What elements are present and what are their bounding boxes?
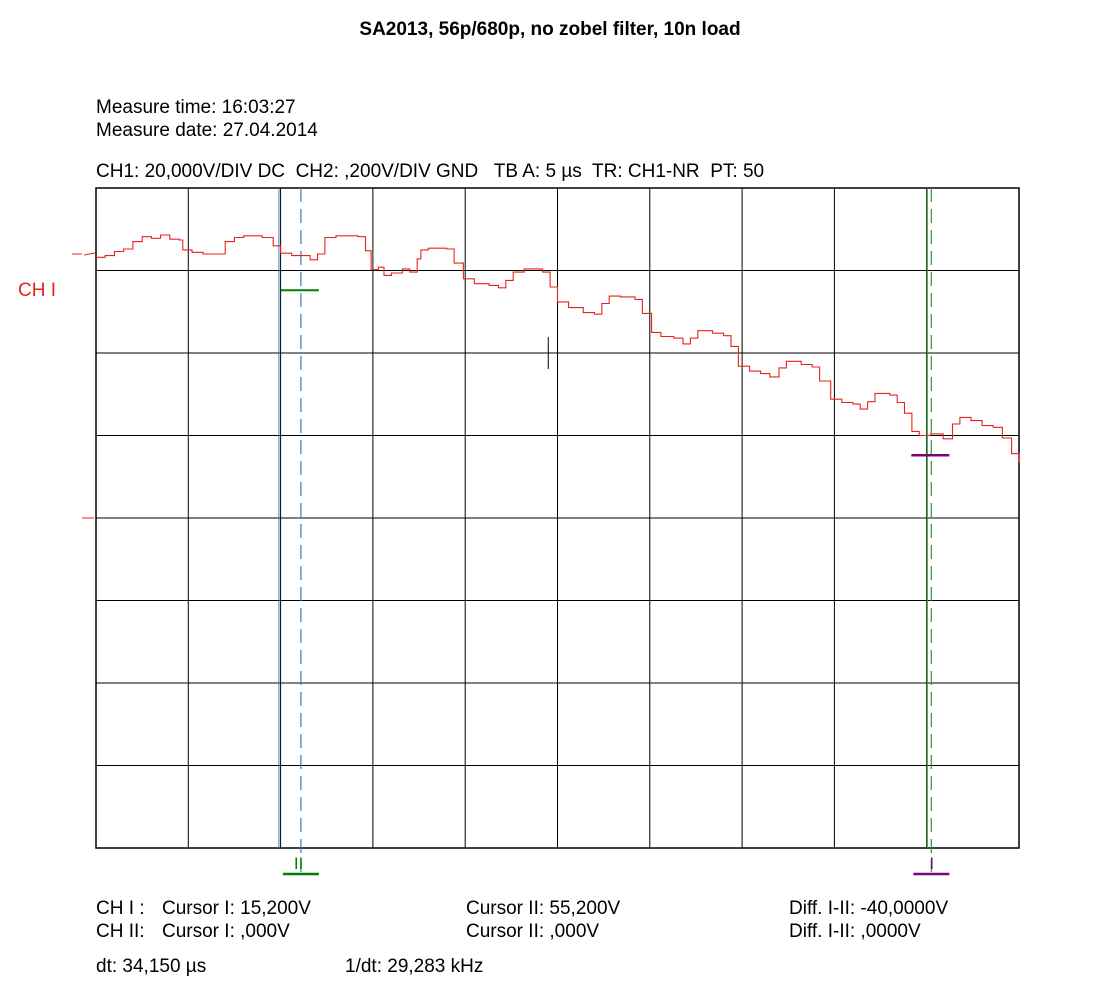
- ch1-label: CH I :: [96, 898, 145, 919]
- inverse-delta-time: 1/dt: 29,283 kHz: [345, 956, 484, 977]
- ch2-diff: Diff. I-II: ,0000V: [789, 921, 921, 942]
- ch1-cursor1: Cursor I: 15,200V: [162, 898, 311, 919]
- scope-settings: CH1: 20,000V/DIV DC CH2: ,200V/DIV GND T…: [96, 161, 765, 182]
- delta-time: dt: 34,150 µs: [96, 956, 207, 977]
- ch2-cursor2: Cursor II: ,000V: [466, 921, 600, 942]
- ch2-label: CH II:: [96, 921, 145, 942]
- channel-marker-label: CH I: [18, 280, 56, 301]
- channel-reference-tick-2: [83, 252, 96, 256]
- cursor-i-bottom-label: I: [929, 854, 934, 873]
- cursor-ii-bottom-label: II: [294, 854, 303, 873]
- measure-time: Measure time: 16:03:27: [96, 97, 296, 118]
- measure-date: Measure date: 27.04.2014: [96, 120, 318, 141]
- ch1-diff: Diff. I-II: -40,0000V: [789, 898, 949, 919]
- chart-title: SA2013, 56p/680p, no zobel filter, 10n l…: [359, 19, 741, 40]
- ch2-cursor1: Cursor I: ,000V: [162, 921, 290, 942]
- ch1-trace: [96, 234, 1020, 463]
- ch1-cursor2: Cursor II: 55,200V: [466, 898, 621, 919]
